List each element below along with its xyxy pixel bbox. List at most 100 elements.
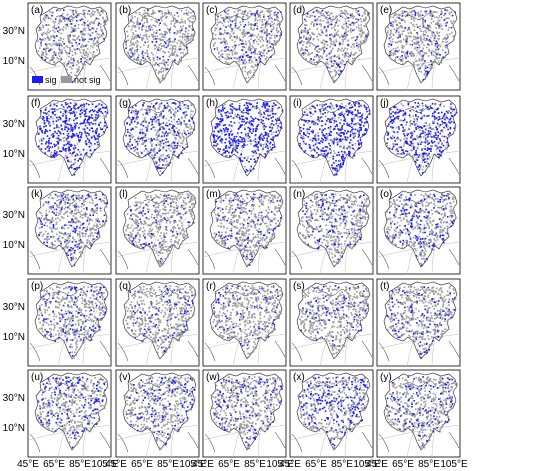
coast-detail — [29, 431, 111, 453]
station-dots — [212, 285, 283, 359]
coast-detail — [204, 64, 286, 86]
land-outline — [383, 372, 458, 451]
station-dots — [212, 102, 284, 173]
panel-label: (i) — [293, 98, 302, 109]
map-panel: (x) — [289, 369, 374, 458]
legend-not-sig-label: not sig — [74, 75, 101, 85]
y-tick-label: 10°N — [3, 332, 25, 343]
station-dots — [125, 376, 196, 449]
coast-detail — [378, 340, 460, 362]
land-outline — [296, 372, 371, 451]
panel-label: (y) — [380, 372, 392, 383]
coast-detail — [117, 248, 199, 270]
coast-detail — [204, 431, 286, 453]
x-tick-label: 45°E — [17, 459, 39, 470]
map-panel: (w) — [202, 369, 287, 458]
station-dots — [125, 193, 196, 267]
panel-frame — [115, 186, 200, 275]
y-tick-label: 30°N — [3, 26, 25, 37]
coast-detail — [143, 197, 175, 204]
land-outline — [209, 98, 284, 177]
map-panel: (d) — [289, 2, 374, 91]
station-dots — [386, 9, 456, 81]
x-tick-label: 85°E — [244, 459, 266, 470]
coast-detail — [378, 431, 460, 453]
map-panel: (l) — [115, 186, 200, 275]
panel-label: (f) — [31, 98, 40, 109]
coast-detail — [291, 248, 373, 270]
x-tick-label: 105°E — [91, 459, 119, 470]
x-tick-label: 65°E — [218, 459, 240, 470]
station-dots — [213, 193, 283, 266]
coast-detail — [117, 431, 199, 453]
panels-layer: (a) (b) (c) (d) (e) (f) (g) (h) (i) (j) (k) (l) (m) (… — [27, 2, 461, 458]
panel-label: (k) — [31, 189, 43, 200]
land-outline — [383, 98, 458, 177]
land-outline — [34, 189, 109, 268]
x-tick-label: 85°E — [331, 459, 353, 470]
station-dots — [299, 193, 371, 265]
panel-frame — [289, 2, 374, 91]
legend: sig not sig — [32, 75, 101, 85]
y-tick-label: 10°N — [3, 56, 25, 67]
land-outline — [34, 98, 109, 177]
coast-detail — [143, 106, 175, 113]
land-outline — [122, 5, 197, 84]
map-panel: (e) — [376, 2, 461, 91]
panel-label: (j) — [380, 98, 389, 109]
land-outline — [209, 5, 284, 84]
map-panel: (s) — [289, 278, 374, 367]
station-dots — [386, 285, 457, 359]
land-outline — [34, 372, 109, 451]
x-tick-label: 65°E — [131, 459, 153, 470]
panel-label: (n) — [293, 189, 305, 200]
station-dots — [299, 102, 371, 176]
station-dots — [299, 9, 370, 82]
panel-label: (s) — [293, 281, 305, 292]
panel-label: (v) — [119, 372, 131, 383]
land-outline — [209, 189, 284, 268]
station-dots — [386, 193, 457, 267]
axis-labels: 30°N 10°N 30°N 10°N 30°N 10°N 30°N 10°N 30°N 10°N… — [3, 26, 468, 470]
x-tick-label: 45°E — [192, 459, 214, 470]
coast-detail — [29, 157, 111, 179]
map-panel: (c) — [202, 2, 287, 91]
land-outline — [296, 281, 371, 360]
legend-sig-label: sig — [45, 75, 57, 85]
graticule — [203, 32, 286, 90]
map-panel: (r) — [202, 278, 287, 367]
land-outline — [122, 98, 197, 177]
coast-detail — [117, 340, 199, 362]
station-dots — [125, 102, 197, 174]
coast-detail — [378, 64, 460, 86]
land-outline — [383, 5, 458, 84]
station-dots — [125, 285, 196, 356]
coast-detail — [317, 289, 349, 296]
map-panel: (f) — [27, 95, 112, 184]
y-tick-label: 10°N — [3, 423, 25, 434]
map-panel: (n) — [289, 186, 374, 275]
panel-label: (a) — [31, 5, 43, 16]
map-panel: (h) — [202, 95, 287, 184]
coast-detail — [204, 340, 286, 362]
x-tick-label: 45°E — [279, 459, 301, 470]
coast-detail — [230, 197, 262, 204]
coast-detail — [204, 248, 286, 270]
map-panel: (p) — [27, 278, 112, 367]
station-dots — [299, 376, 370, 449]
graticule — [28, 308, 111, 366]
coast-detail — [291, 431, 373, 453]
y-tick-label: 30°N — [3, 393, 25, 404]
coast-detail — [291, 64, 373, 86]
coast-detail — [204, 157, 286, 179]
y-tick-label: 30°N — [3, 302, 25, 313]
station-dots — [37, 193, 108, 267]
coast-detail — [55, 106, 87, 113]
y-tick-label: 10°N — [3, 149, 25, 160]
map-panel: (b) — [115, 2, 200, 91]
panel-label: (g) — [119, 98, 131, 109]
panel-label: (h) — [206, 98, 218, 109]
coast-detail — [29, 248, 111, 270]
x-tick-label: 45°E — [105, 459, 127, 470]
panel-label: (e) — [380, 5, 392, 16]
